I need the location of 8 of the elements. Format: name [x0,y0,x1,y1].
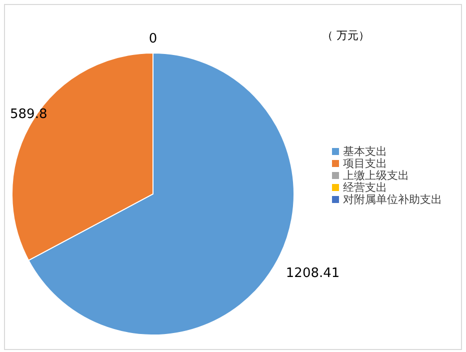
legend-label: 项目支出 [343,157,387,170]
legend-label: 上缴上级支出 [343,169,409,182]
data-label: 1208.41 [286,266,340,282]
legend-label: 经营支出 [343,181,387,194]
legend-label: 对附属单位补助支出 [343,193,442,206]
text: 0 [148,32,158,46]
text: （ 万元） [322,28,370,43]
legend-label: 基本支出 [343,145,387,158]
